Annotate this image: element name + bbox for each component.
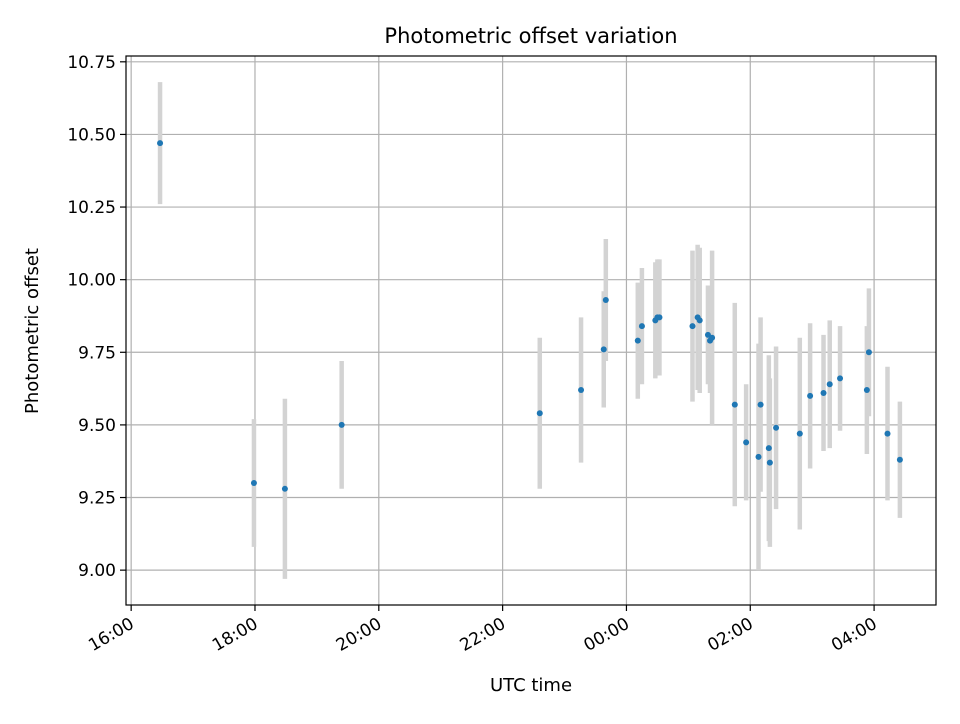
y-tick-label: 10.00 <box>67 271 116 291</box>
y-tick-label: 10.50 <box>67 125 116 145</box>
data-point <box>638 323 645 330</box>
chart-title: Photometric offset variation <box>384 24 677 48</box>
y-tick-label: 9.00 <box>78 561 116 581</box>
data-point <box>807 392 814 399</box>
data-point <box>765 445 772 452</box>
data-point <box>865 349 872 356</box>
data-point <box>602 297 609 303</box>
data-point <box>863 387 870 394</box>
data-point <box>837 375 844 382</box>
y-tick-label: 10.75 <box>67 53 116 73</box>
data-point <box>536 410 543 417</box>
data-point <box>820 389 827 396</box>
data-point <box>766 459 773 466</box>
y-axis: 9.00 9.25 9.50 9.75 10.00 10.25 10.50 10.75 <box>67 53 126 581</box>
y-tick-label: 10.25 <box>67 198 116 218</box>
plot-frame <box>125 55 937 606</box>
data-points <box>157 140 903 492</box>
y-tick-label: 9.50 <box>78 416 116 436</box>
data-point <box>656 314 663 321</box>
data-point <box>634 337 641 344</box>
data-point <box>731 401 738 408</box>
data-point <box>755 453 762 460</box>
data-point <box>338 421 345 428</box>
data-point <box>696 317 703 324</box>
data-point <box>689 323 696 330</box>
data-point <box>281 485 288 492</box>
data-point <box>826 381 833 388</box>
y-tick-label: 9.75 <box>78 343 116 363</box>
y-axis-label: Photometric offset <box>22 248 43 414</box>
y-tick-label: 9.25 <box>78 489 116 509</box>
x-axis-label: UTC time <box>490 675 572 696</box>
data-point <box>600 346 607 353</box>
data-point <box>896 456 903 463</box>
data-point <box>157 140 164 147</box>
data-point <box>709 334 716 341</box>
data-point <box>796 430 803 437</box>
data-point <box>884 430 891 437</box>
grid <box>126 56 936 605</box>
data-point <box>773 424 780 431</box>
data-point <box>743 439 750 446</box>
data-point <box>757 401 764 408</box>
data-point <box>578 387 585 394</box>
data-point <box>250 480 257 486</box>
